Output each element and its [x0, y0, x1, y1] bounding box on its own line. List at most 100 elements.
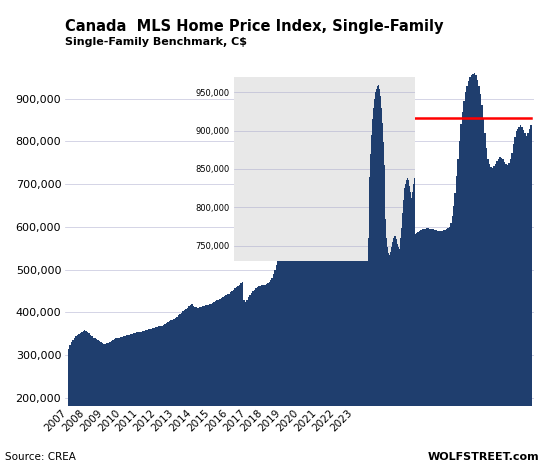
Bar: [498, 159, 499, 467]
Bar: [221, 298, 222, 467]
Bar: [208, 304, 209, 467]
Bar: [431, 229, 432, 467]
Bar: [93, 338, 94, 467]
Bar: [289, 237, 291, 467]
Bar: [139, 332, 141, 467]
Bar: [99, 341, 100, 467]
Bar: [273, 274, 275, 467]
Bar: [81, 332, 82, 467]
Bar: [198, 307, 200, 467]
Bar: [523, 129, 524, 467]
Bar: [71, 342, 72, 467]
Bar: [328, 247, 330, 467]
Bar: [261, 285, 263, 467]
Bar: [216, 300, 218, 467]
Bar: [225, 295, 227, 467]
Bar: [212, 303, 214, 467]
Bar: [308, 229, 310, 467]
Bar: [304, 225, 306, 467]
Bar: [477, 79, 479, 467]
Bar: [362, 231, 364, 467]
Bar: [123, 336, 124, 467]
Bar: [479, 86, 480, 467]
Bar: [392, 229, 393, 467]
Bar: [196, 307, 197, 467]
Bar: [165, 324, 166, 467]
Bar: [434, 230, 435, 467]
Bar: [505, 163, 506, 467]
Bar: [90, 334, 92, 467]
Bar: [361, 233, 362, 467]
Bar: [382, 244, 383, 467]
Bar: [182, 311, 184, 467]
Bar: [396, 228, 398, 467]
Bar: [161, 325, 163, 467]
Bar: [137, 332, 139, 467]
Bar: [336, 247, 337, 467]
Bar: [518, 127, 520, 467]
Bar: [359, 234, 361, 467]
Bar: [110, 342, 111, 467]
Bar: [178, 315, 179, 467]
Bar: [190, 305, 191, 467]
Bar: [486, 148, 487, 467]
Bar: [297, 230, 298, 467]
Bar: [528, 133, 529, 467]
Bar: [88, 333, 90, 467]
Text: Single-Family Benchmark, C$: Single-Family Benchmark, C$: [65, 37, 247, 47]
Bar: [447, 228, 449, 467]
Bar: [459, 142, 461, 467]
Bar: [401, 229, 402, 467]
Bar: [255, 289, 257, 467]
Bar: [252, 291, 253, 467]
Bar: [322, 242, 324, 467]
Bar: [387, 234, 389, 467]
Bar: [300, 228, 301, 467]
Bar: [143, 331, 145, 467]
Bar: [214, 302, 215, 467]
Bar: [483, 118, 485, 467]
Bar: [279, 259, 281, 467]
Bar: [281, 257, 282, 467]
Bar: [508, 163, 510, 467]
Bar: [334, 248, 336, 467]
Bar: [386, 238, 387, 467]
Bar: [126, 335, 127, 467]
Bar: [230, 292, 231, 467]
Bar: [301, 226, 302, 467]
Bar: [151, 329, 153, 467]
Bar: [104, 344, 105, 467]
Bar: [338, 245, 340, 467]
Bar: [373, 227, 374, 467]
Bar: [106, 343, 108, 467]
Bar: [234, 289, 236, 467]
Bar: [105, 344, 106, 467]
Bar: [240, 283, 242, 467]
Bar: [306, 226, 307, 467]
Bar: [124, 336, 126, 467]
Bar: [94, 339, 96, 467]
Bar: [524, 133, 526, 467]
Bar: [163, 325, 165, 467]
Bar: [133, 333, 135, 467]
Bar: [331, 248, 332, 467]
Bar: [405, 233, 407, 467]
Bar: [461, 124, 462, 467]
Bar: [96, 339, 98, 467]
Bar: [169, 321, 170, 467]
Bar: [108, 343, 110, 467]
Bar: [231, 291, 233, 467]
Bar: [422, 229, 423, 467]
Text: Canada  MLS Home Price Index, Single-Family: Canada MLS Home Price Index, Single-Fami…: [65, 19, 444, 34]
Bar: [197, 308, 198, 467]
Bar: [446, 229, 447, 467]
Bar: [391, 230, 392, 467]
Bar: [453, 205, 455, 467]
Bar: [114, 339, 115, 467]
Bar: [379, 232, 380, 467]
Bar: [510, 159, 511, 467]
Bar: [376, 229, 377, 467]
Bar: [320, 241, 322, 467]
Bar: [504, 162, 505, 467]
Bar: [377, 231, 379, 467]
